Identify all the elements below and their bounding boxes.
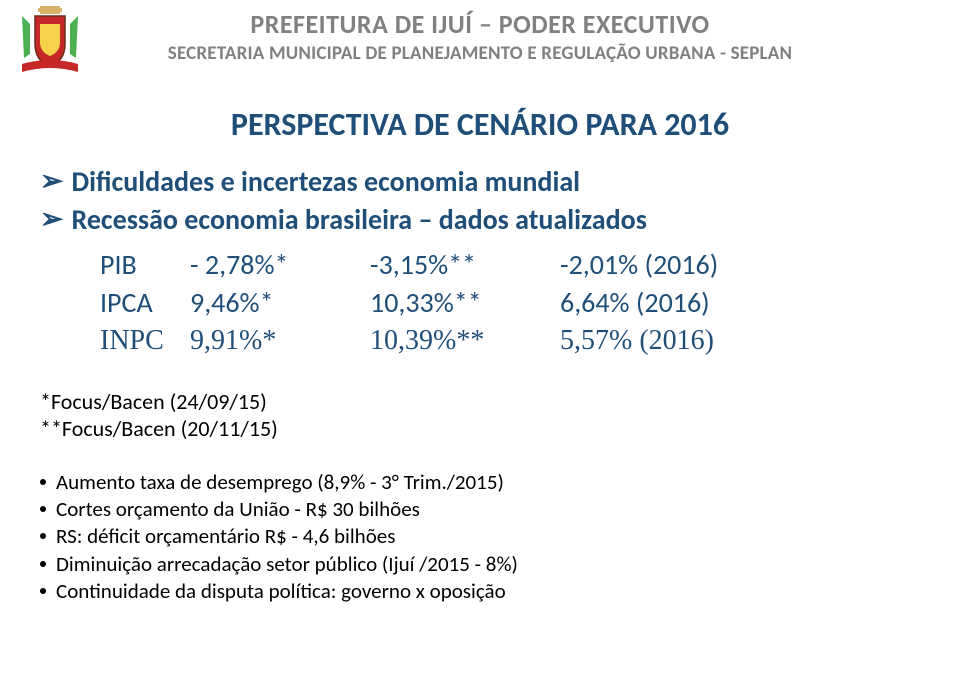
org-title: PREFEITURA DE IJUÍ – PODER EXECUTIVO [0, 8, 960, 40]
list-item-text: RS: déficit orçamentário R$ - 4,6 bilhõe… [56, 523, 395, 550]
slide-title: PERSPECTIVA DE CENÁRIO PARA 2016 [0, 105, 960, 144]
bullet-dot-icon [40, 561, 46, 567]
footnotes: *Focus/Bacen (24/09/15) **Focus/Bacen (2… [0, 388, 960, 443]
bullet-text: Recessão economia brasileira – dados atu… [71, 204, 646, 236]
main-bullet: ➢ Recessão economia brasileira – dados a… [40, 204, 920, 236]
org-subtitle: SECRETARIA MUNICIPAL DE PLANEJAMENTO E R… [0, 42, 960, 65]
chevron-icon: ➢ [40, 166, 63, 197]
sub-bullet-list: Aumento taxa de desemprego (8,9% - 3° Tr… [0, 469, 960, 605]
list-item: Continuidade da disputa política: govern… [40, 578, 960, 605]
cell-value: 10,33%** [370, 284, 560, 322]
cell-value: 9,46%* [190, 284, 370, 322]
bullet-dot-icon [40, 533, 46, 539]
list-item: Aumento taxa de desemprego (8,9% - 3° Tr… [40, 469, 960, 496]
cell-value: 10,39%** [370, 322, 560, 360]
list-item: Cortes orçamento da União - R$ 30 bilhõe… [40, 496, 960, 523]
cell-value: - 2,78%* [190, 246, 370, 284]
list-item: Diminuição arrecadação setor público (Ij… [40, 551, 960, 578]
cell-label: IPCA [100, 284, 190, 322]
cell-label: PIB [100, 246, 190, 284]
cell-value: -3,15%** [370, 246, 560, 284]
bullet-dot-icon [40, 588, 46, 594]
municipal-crest [10, 6, 90, 76]
cell-label: INPC [100, 322, 190, 360]
cell-value: -2,01% (2016) [560, 246, 780, 284]
list-item-text: Continuidade da disputa política: govern… [56, 578, 506, 605]
footnote-line: **Focus/Bacen (20/11/15) [40, 415, 960, 443]
cell-value: 9,91%* [190, 322, 370, 360]
chevron-icon: ➢ [40, 204, 63, 235]
cell-value: 5,57% (2016) [560, 322, 780, 360]
list-item-text: Cortes orçamento da União - R$ 30 bilhõe… [56, 496, 420, 523]
table-row: IPCA 9,46%* 10,33%** 6,64% (2016) [100, 284, 920, 322]
list-item-text: Diminuição arrecadação setor público (Ij… [56, 551, 518, 578]
list-item-text: Aumento taxa de desemprego (8,9% - 3° Tr… [56, 469, 504, 496]
bullet-dot-icon [40, 479, 46, 485]
list-item: RS: déficit orçamentário R$ - 4,6 bilhõe… [40, 523, 960, 550]
bullet-text: Dificuldades e incertezas economia mundi… [71, 166, 580, 198]
cell-value: 6,64% (2016) [560, 284, 780, 322]
indicator-table: PIB - 2,78%* -3,15%** -2,01% (2016) IPCA… [40, 246, 920, 359]
table-row: PIB - 2,78%* -3,15%** -2,01% (2016) [100, 246, 920, 284]
table-row: INPC 9,91%* 10,39%** 5,57% (2016) [100, 322, 920, 360]
footnote-line: *Focus/Bacen (24/09/15) [40, 388, 960, 416]
document-header: PREFEITURA DE IJUÍ – PODER EXECUTIVO SEC… [0, 0, 960, 65]
bullet-dot-icon [40, 506, 46, 512]
main-content: ➢ Dificuldades e incertezas economia mun… [0, 166, 960, 360]
main-bullet: ➢ Dificuldades e incertezas economia mun… [40, 166, 920, 198]
